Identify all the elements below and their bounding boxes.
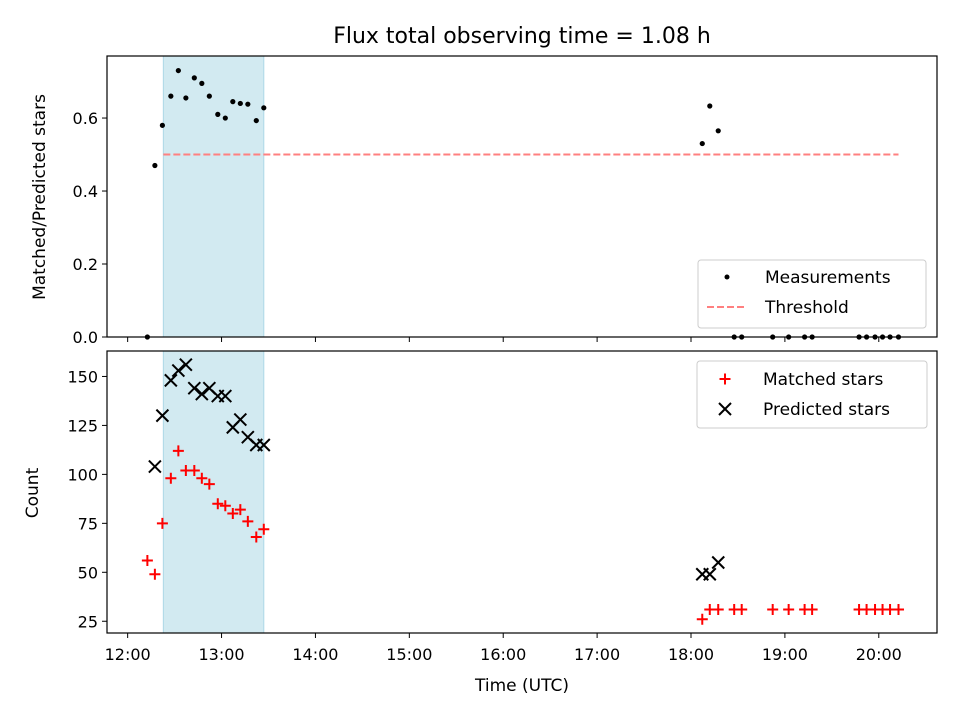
- measurement-point: [183, 95, 189, 101]
- measurement-point: [199, 80, 205, 86]
- legend-predicted-marker: [718, 402, 732, 416]
- predicted-star-point: [195, 387, 209, 401]
- top-ytick-label: 0.0: [73, 328, 98, 347]
- bottom-plot-frame: [106, 350, 938, 634]
- measurement-point: [699, 140, 705, 147]
- matched-star-point: [806, 604, 818, 615]
- xtick-label: 18:00: [668, 645, 714, 664]
- matched-star-point: [141, 555, 153, 567]
- top-legend-frame: [697, 259, 927, 329]
- predicted-star-point: [257, 438, 271, 452]
- predicted-star-point: [187, 381, 202, 395]
- measurement-point: [237, 100, 243, 107]
- top-y-axis-label: Matched/Predicted stars: [30, 94, 50, 300]
- legend-threshold-label: Threshold: [764, 298, 849, 318]
- bot-ytick-label: 50: [78, 563, 98, 582]
- matched-star-point: [258, 523, 270, 535]
- xtick-label: 14:00: [292, 645, 338, 664]
- matched-star-point: [227, 508, 239, 520]
- matched-star-point: [165, 472, 177, 484]
- measurement-point: [253, 117, 259, 124]
- matched-star-point: [736, 604, 748, 615]
- matched-star-point: [188, 464, 200, 476]
- measurement-point: [206, 93, 212, 99]
- measurement-point: [175, 67, 181, 74]
- matched-star-point: [219, 500, 231, 512]
- measurement-point: [152, 162, 158, 169]
- matched-star-point: [783, 604, 795, 615]
- predicted-star-point: [164, 373, 178, 388]
- matched-star-point: [893, 604, 905, 615]
- predicted-star-point: [711, 555, 725, 570]
- top-panel: 0.0 0.2 0.4 0.6 Matched/Predicted stars Mea…: [30, 55, 938, 347]
- top-ytick-label: 0.2: [73, 255, 98, 274]
- predicted-star-point: [148, 459, 162, 474]
- matched-star-point: [212, 498, 224, 510]
- top-ytick-label: 0.4: [73, 182, 98, 201]
- matched-star-point: [156, 517, 168, 529]
- legend-matched-label: Matched stars: [763, 370, 883, 390]
- bottom-y-axis-label: Count: [23, 467, 43, 518]
- legend-measurements-marker: [724, 274, 730, 280]
- top-plot-frame: [106, 55, 938, 338]
- matched-star-point: [242, 515, 254, 527]
- predicted-star-point: [218, 389, 233, 403]
- bottom-legend-frame: [696, 360, 928, 429]
- matched-star-point: [149, 568, 161, 580]
- bot-ytick-label: 75: [78, 514, 98, 533]
- predicted-star-point: [155, 408, 170, 423]
- measurement-point: [715, 128, 721, 134]
- bottom-panel: 25 50 75 100 125 150 12:00 13:00 14:00 15:00 16:0…: [23, 350, 938, 696]
- measurement-point: [261, 105, 267, 111]
- xtick-label: 20:00: [856, 645, 902, 664]
- measurement-point: [222, 115, 228, 121]
- measurement-point: [245, 101, 251, 107]
- xtick-label: 13:00: [198, 645, 244, 664]
- legend-measurements-label: Measurements: [765, 268, 891, 288]
- matched-star-point: [712, 604, 724, 615]
- measurement-point: [191, 75, 197, 81]
- xtick-label: 16:00: [480, 645, 526, 664]
- matched-star-point: [196, 472, 208, 484]
- bot-ytick-label: 150: [67, 367, 98, 386]
- bot-ytick-label: 25: [78, 612, 98, 631]
- xtick-label: 12:00: [105, 645, 151, 664]
- matched-star-point: [203, 478, 215, 490]
- chart-title: Flux total observing time = 1.08 h: [333, 24, 711, 49]
- measurement-point: [159, 122, 165, 128]
- matched-star-point: [172, 445, 184, 457]
- top-ytick-label: 0.6: [73, 109, 98, 128]
- matched-star-point: [767, 604, 779, 615]
- bot-ytick-label: 125: [67, 416, 98, 435]
- predicted-star-point: [703, 567, 717, 581]
- x-axis-label: Time (UTC): [474, 676, 569, 696]
- measurement-point: [230, 99, 236, 105]
- matched-star-point: [234, 504, 246, 516]
- bot-ytick-label: 100: [67, 465, 98, 484]
- bottom-legend: Matched stars Predicted stars: [696, 360, 928, 429]
- legend-matched-marker: [719, 373, 731, 385]
- predicted-star-point: [233, 412, 248, 427]
- matched-star-point: [250, 531, 262, 543]
- legend-predicted-label: Predicted stars: [763, 400, 890, 420]
- top-observing-span: [162, 55, 265, 338]
- measurement-point: [168, 93, 174, 99]
- top-legend: Measurements Threshold: [697, 259, 927, 329]
- matched-star-point: [696, 613, 708, 625]
- predicted-star-point: [171, 363, 186, 378]
- measurement-point: [707, 103, 713, 109]
- xtick-label: 17:00: [574, 645, 620, 664]
- xtick-label: 19:00: [762, 645, 808, 664]
- measurement-point: [215, 111, 221, 117]
- xtick-label: 15:00: [386, 645, 432, 664]
- predicted-star-point: [179, 358, 193, 372]
